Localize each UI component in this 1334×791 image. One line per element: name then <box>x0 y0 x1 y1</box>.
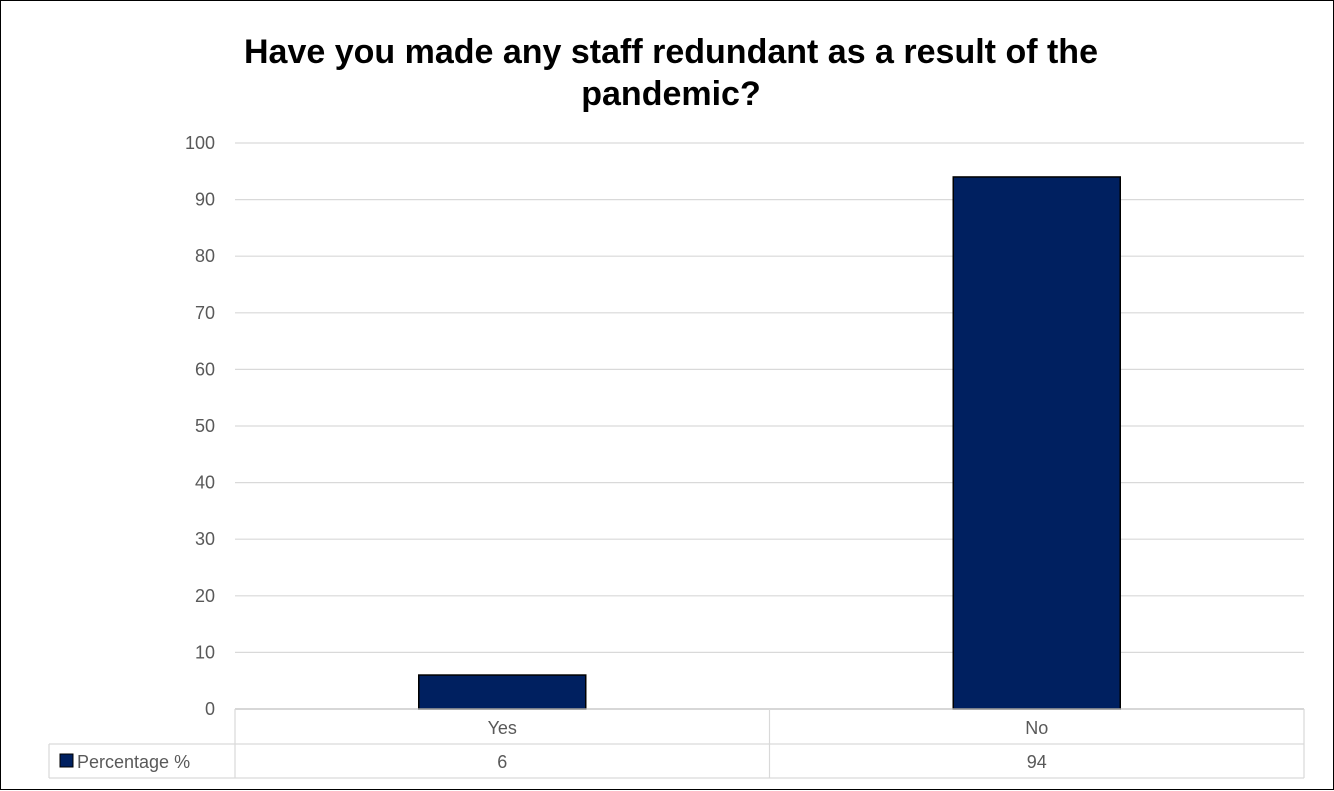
bar-no <box>952 176 1121 710</box>
y-tick-label: 0 <box>205 699 215 719</box>
y-tick-label: 90 <box>195 190 215 210</box>
bars <box>418 176 1121 710</box>
data-table-value: 6 <box>497 752 507 772</box>
y-axis-ticks: 0 10 20 30 40 50 60 70 80 90 100 <box>185 133 215 719</box>
legend-series-label: Percentage % <box>77 752 190 772</box>
y-tick-label: 10 <box>195 642 215 662</box>
chart-title-line-1: Have you made any staff redundant as a r… <box>244 33 1098 71</box>
chart-title-line-2: pandemic? <box>581 75 760 113</box>
y-tick-label: 60 <box>195 359 215 379</box>
y-tick-label: 100 <box>185 133 215 153</box>
y-tick-label: 30 <box>195 529 215 549</box>
data-table: Yes 6 No 94 Percentage % <box>48 708 1305 779</box>
legend-swatch <box>59 753 74 768</box>
y-tick-label: 40 <box>195 473 215 493</box>
y-tick-label: 80 <box>195 246 215 266</box>
y-tick-label: 50 <box>195 416 215 436</box>
x-category-label: No <box>1025 718 1048 738</box>
bar-yes <box>418 674 587 710</box>
y-tick-label: 20 <box>195 586 215 606</box>
y-tick-label: 70 <box>195 303 215 323</box>
x-category-label: Yes <box>488 718 517 738</box>
gridlines <box>235 142 1304 654</box>
data-table-value: 94 <box>1027 752 1047 772</box>
